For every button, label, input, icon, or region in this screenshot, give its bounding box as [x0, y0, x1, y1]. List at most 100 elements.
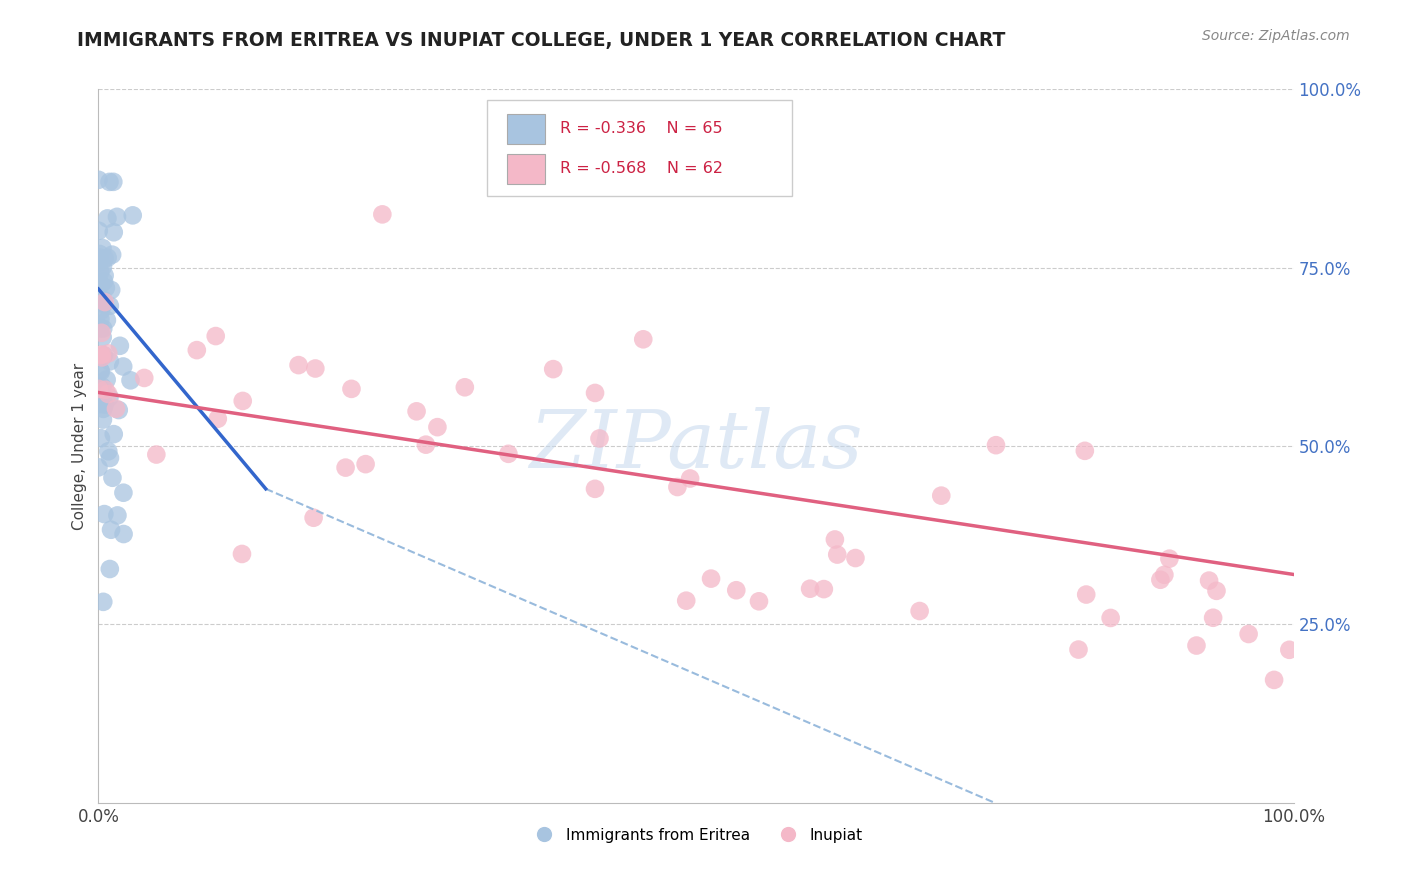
Point: [89, 312, 111, 326]
Point: [90, 384, 112, 398]
Point: [908, 604, 931, 618]
Point: [100, 283, 122, 297]
Point: [93, 507, 115, 521]
Point: [91, 260, 114, 274]
Point: [825, 548, 848, 562]
Point: [415, 438, 437, 452]
Point: [232, 393, 254, 408]
Point: [89, 397, 111, 411]
Point: [588, 432, 610, 446]
Point: [96, 211, 118, 226]
Point: [90, 303, 112, 318]
Point: [583, 482, 606, 496]
Point: [335, 460, 357, 475]
Point: [112, 485, 135, 500]
Point: [1263, 673, 1285, 687]
Point: [89, 321, 111, 335]
Point: [93, 275, 115, 289]
FancyBboxPatch shape: [508, 153, 546, 184]
Point: [91, 321, 114, 335]
Point: [984, 438, 1007, 452]
Point: [231, 547, 253, 561]
Point: [454, 380, 477, 394]
Point: [371, 207, 394, 221]
Point: [90, 431, 112, 445]
Point: [103, 225, 125, 239]
Point: [679, 471, 702, 485]
Point: [93, 297, 115, 311]
Text: ZIPatlas: ZIPatlas: [529, 408, 863, 484]
Point: [498, 447, 520, 461]
Text: Source: ZipAtlas.com: Source: ZipAtlas.com: [1202, 29, 1350, 43]
Point: [1185, 639, 1208, 653]
Point: [675, 593, 697, 607]
Point: [340, 382, 363, 396]
Point: [1074, 443, 1097, 458]
Point: [633, 332, 655, 346]
Point: [93, 268, 115, 283]
Point: [145, 448, 167, 462]
Point: [207, 411, 229, 425]
Point: [94, 383, 117, 397]
Point: [98, 450, 121, 465]
Point: [87, 380, 110, 394]
Y-axis label: College, Under 1 year: College, Under 1 year: [72, 362, 87, 530]
Point: [96, 313, 118, 327]
Point: [813, 582, 835, 596]
Point: [89, 265, 111, 279]
Point: [287, 358, 309, 372]
Point: [91, 330, 114, 344]
Point: [91, 412, 114, 426]
Point: [120, 373, 142, 387]
Point: [90, 326, 112, 340]
Point: [304, 361, 326, 376]
Point: [98, 391, 121, 405]
Point: [101, 471, 124, 485]
Point: [1153, 567, 1175, 582]
FancyBboxPatch shape: [508, 113, 546, 144]
Point: [666, 480, 689, 494]
Point: [97, 251, 120, 265]
Point: [90, 277, 112, 292]
Text: R = -0.336    N = 65: R = -0.336 N = 65: [560, 121, 723, 136]
Point: [91, 380, 114, 394]
Point: [1202, 611, 1225, 625]
Point: [87, 460, 110, 475]
Point: [89, 363, 111, 377]
Point: [426, 420, 449, 434]
Point: [107, 508, 129, 523]
Point: [844, 551, 866, 566]
Point: [354, 457, 377, 471]
Point: [93, 252, 115, 266]
Point: [929, 489, 952, 503]
Point: [1099, 611, 1122, 625]
Point: [91, 595, 114, 609]
Point: [89, 393, 111, 408]
Point: [100, 523, 122, 537]
Point: [1159, 551, 1181, 566]
Point: [824, 533, 846, 547]
Point: [91, 241, 114, 255]
Point: [87, 382, 110, 396]
Point: [302, 510, 325, 524]
Point: [748, 594, 770, 608]
Point: [98, 175, 121, 189]
Point: [134, 371, 156, 385]
Point: [94, 295, 117, 310]
Point: [94, 398, 117, 412]
Point: [1205, 583, 1227, 598]
Point: [725, 583, 748, 598]
Point: [98, 562, 121, 576]
Point: [1278, 642, 1301, 657]
Point: [405, 404, 427, 418]
Point: [89, 255, 111, 269]
Point: [186, 343, 208, 358]
Point: [93, 348, 115, 362]
Point: [1067, 642, 1090, 657]
Point: [799, 582, 821, 596]
Point: [1076, 588, 1098, 602]
Point: [97, 387, 120, 401]
Text: IMMIGRANTS FROM ERITREA VS INUPIAT COLLEGE, UNDER 1 YEAR CORRELATION CHART: IMMIGRANTS FROM ERITREA VS INUPIAT COLLE…: [77, 31, 1005, 50]
Point: [87, 251, 110, 265]
Point: [583, 386, 606, 401]
